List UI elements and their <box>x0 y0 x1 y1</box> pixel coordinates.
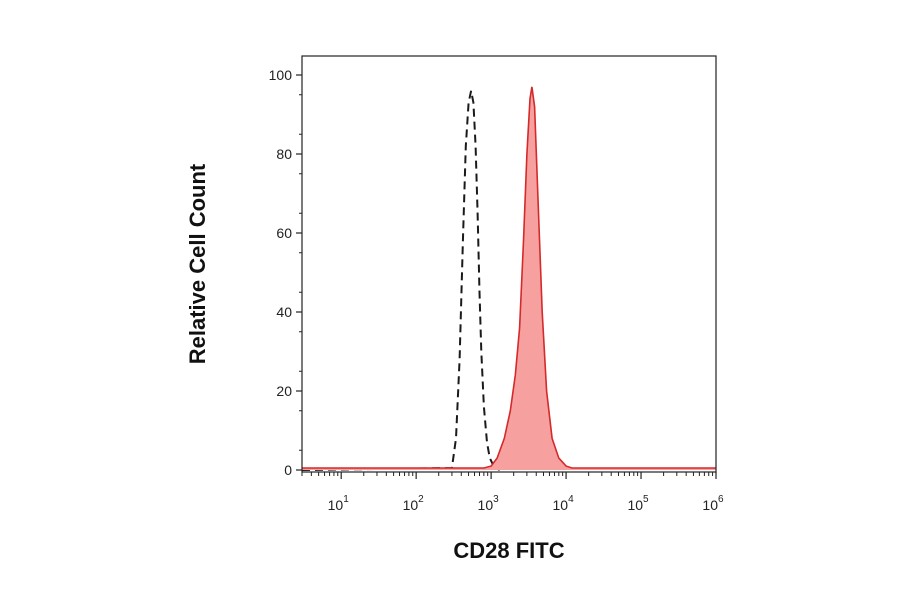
x-tick-label: 106 <box>702 494 724 513</box>
x-axis-tick-labels: 101 102 103 104 105 106 <box>328 494 724 513</box>
x-tick-label: 102 <box>403 494 425 513</box>
y-tick-label: 0 <box>284 462 292 478</box>
y-axis-tick-labels: 0 20 40 60 80 100 <box>269 67 293 478</box>
y-axis-tick-marks <box>296 74 302 471</box>
y-tick-label: 20 <box>276 383 292 399</box>
x-tick-label: 104 <box>553 494 575 513</box>
filled-histogram-area <box>302 86 716 471</box>
x-axis-title: CD28 FITC <box>453 538 564 563</box>
dashed-histogram-line <box>301 90 501 471</box>
y-tick-label: 60 <box>276 225 292 241</box>
x-tick-label: 105 <box>627 494 649 513</box>
y-tick-label: 80 <box>276 146 292 162</box>
x-tick-label: 103 <box>478 494 500 513</box>
x-axis-tick-marks <box>301 472 717 479</box>
y-tick-label: 40 <box>276 304 292 320</box>
series-layer <box>301 86 716 471</box>
x-tick-label: 101 <box>328 494 350 513</box>
plot-frame <box>301 55 717 473</box>
y-tick-label: 100 <box>269 67 293 83</box>
filled-histogram-outline <box>302 86 716 469</box>
y-axis-title: Relative Cell Count <box>185 163 210 364</box>
